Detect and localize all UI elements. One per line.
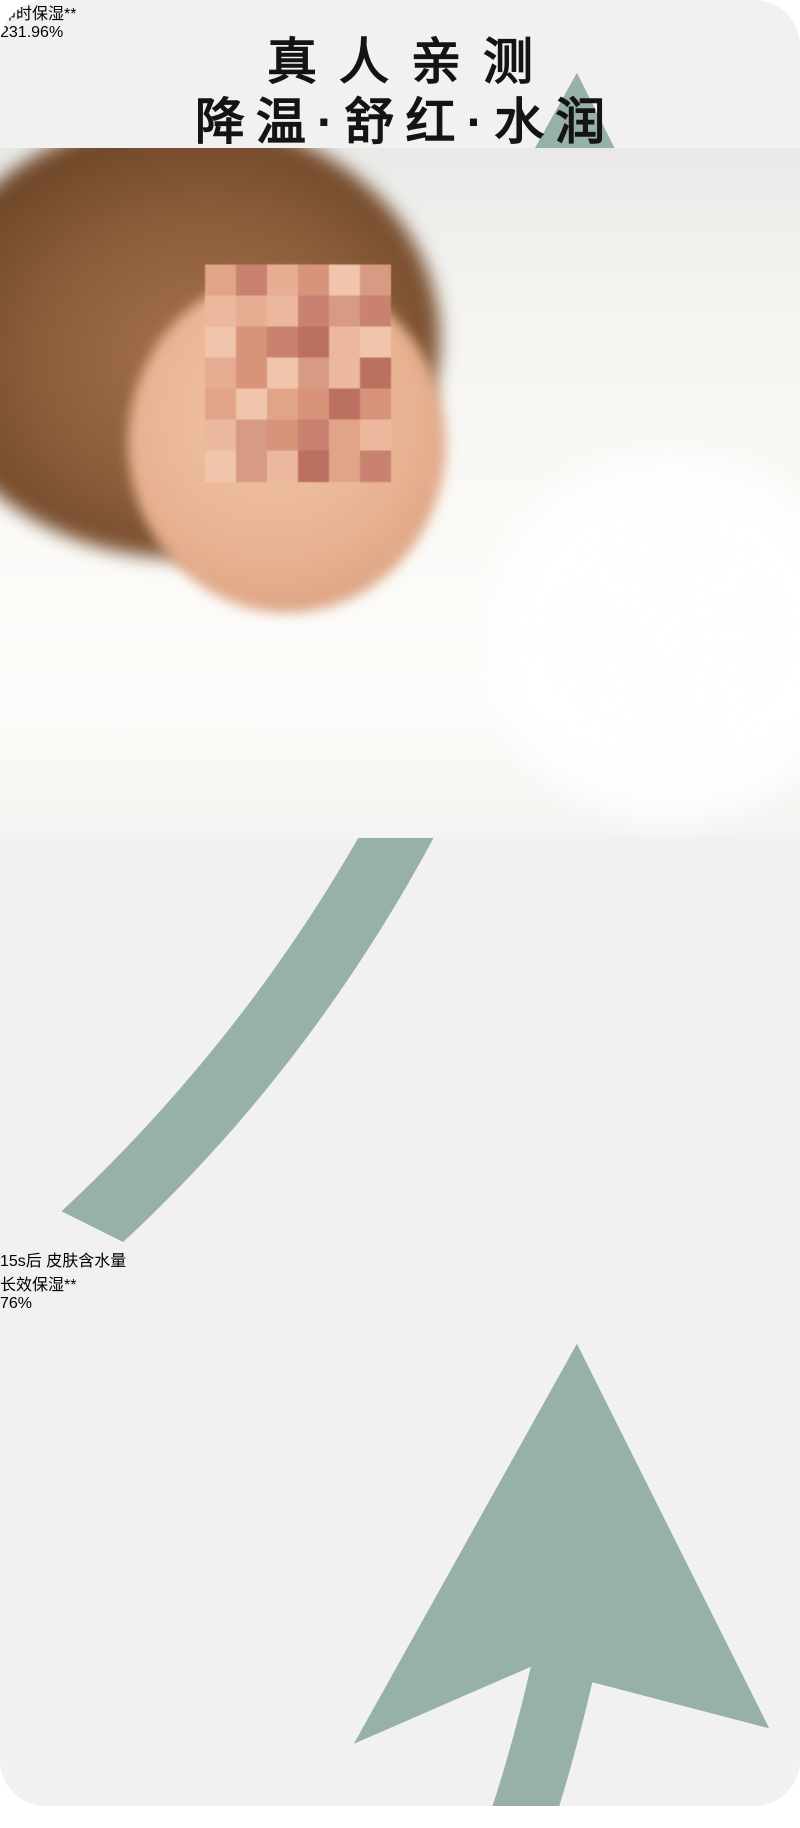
baby-photo (0, 148, 800, 838)
stat-caption: 15s后 皮肤含水量 (0, 1253, 127, 1270)
page-subtitle: 降温·舒红·水润 (194, 94, 617, 150)
stat-badge: 即时保湿** (0, 6, 77, 23)
up-arrow-icon (353, 1343, 770, 1806)
stat-value: 231.96% (0, 24, 64, 41)
stat-value: 76% (0, 1295, 33, 1312)
orange-outfit (60, 398, 540, 828)
stat-badge: 长效保湿** (0, 1277, 77, 1294)
page-title: 真人亲测 (267, 34, 555, 90)
pixelated-face-mosaic (205, 263, 392, 483)
stat-block-4h: 长效保湿** 76% 4h后 皮肤含水量 (0, 1271, 800, 1806)
bedding-fold (480, 448, 800, 828)
